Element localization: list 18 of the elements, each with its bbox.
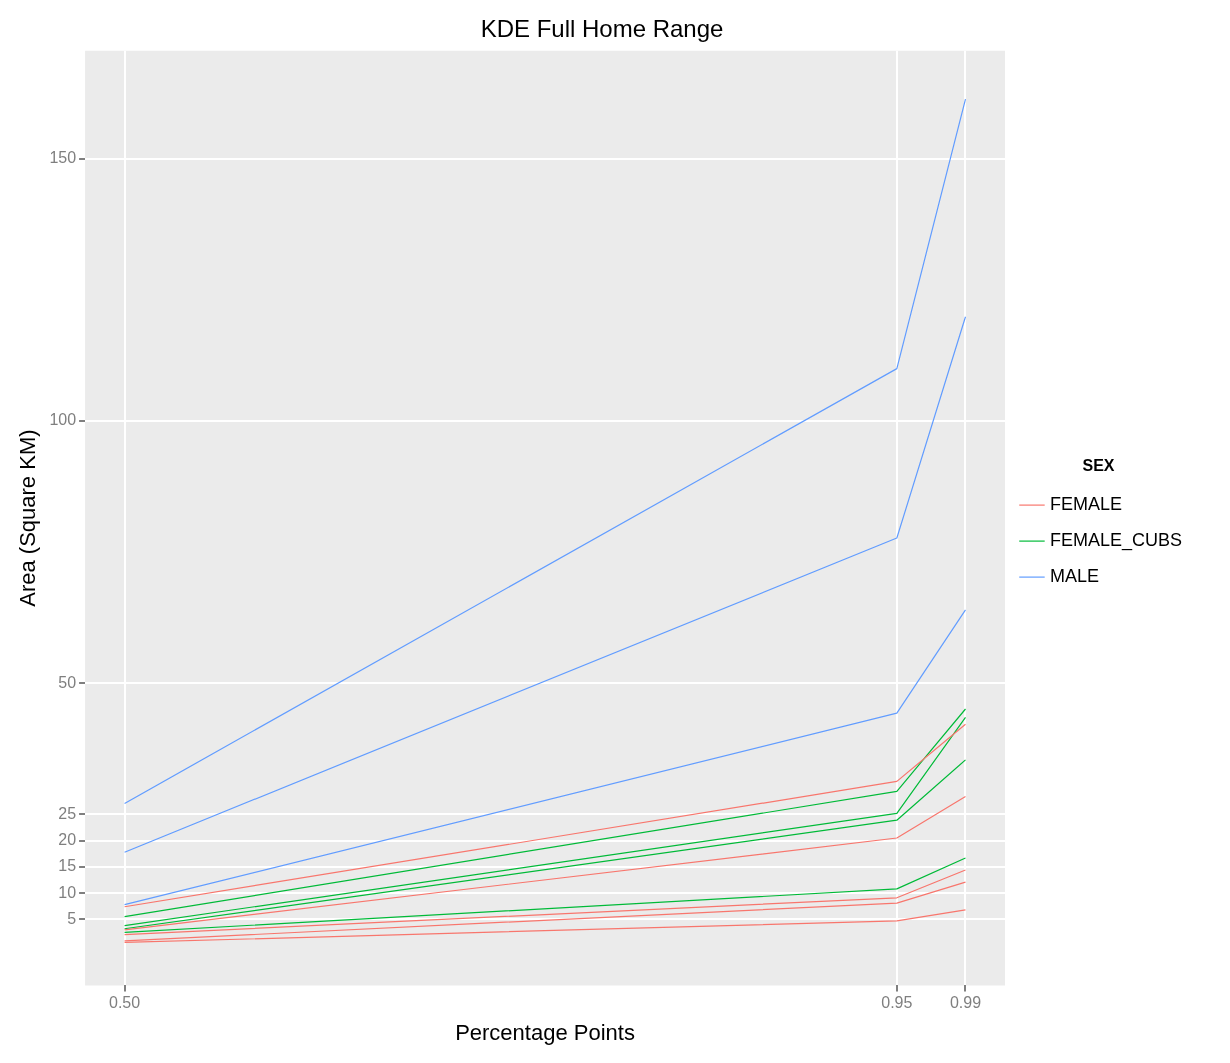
legend-label: MALE bbox=[1049, 566, 1099, 587]
x-tick-label: 0.50 bbox=[109, 994, 141, 1012]
y-axis-title: Area (Square KM) bbox=[15, 429, 41, 607]
legend-label: FEMALE_CUBS bbox=[1049, 530, 1183, 552]
x-tick-label: 0.99 bbox=[949, 994, 982, 1012]
y-tick-label: 5 bbox=[67, 909, 77, 927]
legend-label: FEMALE bbox=[1049, 494, 1122, 515]
y-tick-label: 20 bbox=[58, 831, 77, 849]
chart-title: KDE Full Home Range bbox=[480, 15, 724, 43]
y-tick-label: 10 bbox=[58, 883, 77, 901]
y-tick-label: 15 bbox=[58, 857, 77, 875]
y-tick-label: 100 bbox=[49, 411, 77, 429]
x-tick-label: 0.95 bbox=[881, 994, 913, 1012]
x-axis-title: Percentage Points bbox=[455, 1019, 635, 1045]
y-tick-label: 150 bbox=[49, 149, 77, 167]
y-tick-label: 25 bbox=[58, 804, 77, 822]
y-tick-label: 50 bbox=[58, 673, 77, 691]
legend-title: SEX bbox=[1082, 457, 1115, 475]
